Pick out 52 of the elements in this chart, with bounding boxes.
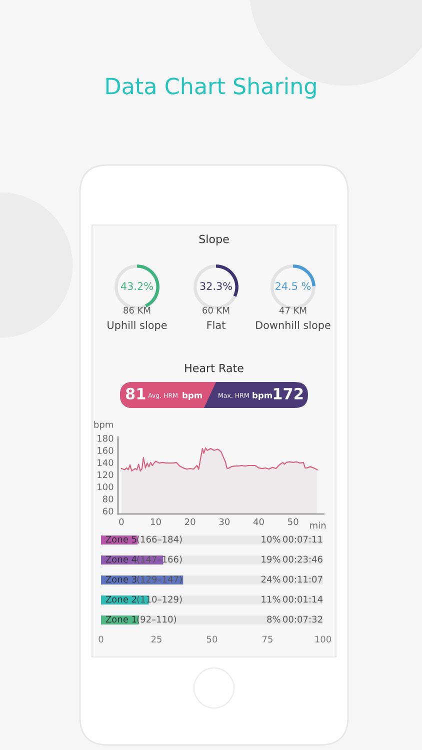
category-label: Zone 2	[106, 596, 136, 603]
x-tick-label: 20	[185, 518, 196, 526]
y-tick-label: 180	[98, 434, 114, 442]
y-axis-title: bpm	[94, 420, 113, 430]
category-label: Zone 5	[106, 536, 136, 543]
text: Downhill slope	[256, 320, 330, 332]
x-tick-label: 10	[151, 518, 161, 526]
annotation: 8%	[267, 616, 280, 623]
annotation: 19%	[262, 556, 280, 563]
x-tick-label: 0	[98, 636, 104, 643]
text: 86 KM	[124, 306, 150, 314]
category-label: Zone 1	[106, 616, 136, 623]
x-tick-label: 40	[253, 518, 264, 526]
category-label: Zone 3	[106, 576, 136, 583]
annotation: 00:07:11	[283, 536, 322, 543]
annotation: (129–147)	[137, 576, 182, 584]
y-tick-label: 100	[98, 483, 114, 490]
text: Heart Rate	[185, 364, 244, 372]
text: 81	[126, 388, 146, 400]
data-label: 32.3%	[200, 282, 232, 290]
text: bpm	[182, 392, 202, 400]
data-label: 43.2%	[120, 282, 153, 290]
annotation: 00:23:46	[283, 556, 322, 563]
text: 60 KM	[202, 306, 230, 314]
annotation: 10%	[262, 536, 280, 543]
x-tick-label: 50	[288, 518, 298, 526]
text: Slope	[199, 234, 229, 246]
y-tick-label: 80	[102, 496, 114, 502]
text: Data Chart Sharing	[106, 77, 316, 99]
x-tick-label: 30	[219, 518, 230, 526]
x-tick-label: 0	[119, 518, 124, 526]
text: bpm	[252, 392, 272, 400]
x-tick-label: 75	[262, 636, 272, 643]
text: Uphill slope	[108, 320, 167, 332]
text: Flat	[207, 320, 226, 330]
x-tick-label: 25	[151, 636, 162, 643]
x-tick-label: 100	[315, 636, 332, 643]
y-tick-label: 120	[98, 471, 114, 478]
data-label: 24.5 %	[276, 282, 311, 290]
text: 172	[274, 388, 303, 400]
annotation: 24%	[261, 576, 280, 583]
category-label: Zone 4	[106, 556, 137, 563]
annotation: 00:07:32	[283, 616, 322, 623]
y-tick-label: 140	[98, 459, 114, 466]
annotation: 00:11:07	[283, 576, 322, 583]
text: 47 KM	[279, 306, 306, 314]
annotation: 11%	[262, 596, 280, 603]
x-tick-label: 50	[206, 636, 218, 643]
y-tick-label: 60	[102, 508, 114, 515]
x-axis-title: min	[310, 522, 326, 529]
y-tick-label: 160	[98, 447, 114, 454]
annotation: 00:01:14	[283, 596, 322, 603]
